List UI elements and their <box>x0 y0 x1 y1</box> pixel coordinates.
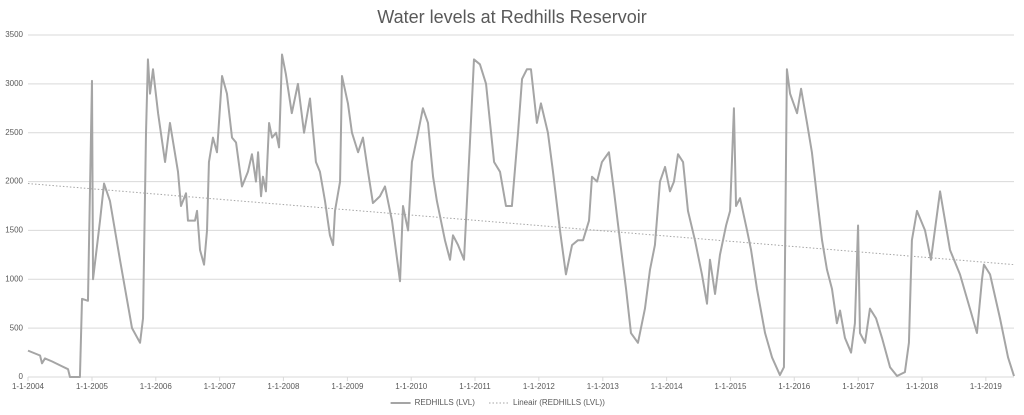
chart-title: Water levels at Redhills Reservoir <box>377 7 646 27</box>
legend-label: Lineair (REDHILLS (LVL)) <box>513 398 605 407</box>
x-tick-label: 1-1-2011 <box>459 382 491 391</box>
x-tick-label: 1-1-2006 <box>140 382 173 391</box>
x-tick-label: 1-1-2010 <box>395 382 428 391</box>
y-tick-label: 1000 <box>5 274 23 283</box>
y-tick-label: 2000 <box>5 177 23 186</box>
legend-label: REDHILLS (LVL) <box>415 398 476 407</box>
x-tick-label: 1-1-2007 <box>204 382 237 391</box>
x-tick-label: 1-1-2017 <box>842 382 875 391</box>
x-tick-label: 1-1-2014 <box>651 382 684 391</box>
x-tick-label: 1-1-2012 <box>523 382 556 391</box>
x-tick-label: 1-1-2008 <box>267 382 300 391</box>
y-tick-label: 1500 <box>5 226 23 235</box>
y-tick-label: 500 <box>10 323 24 332</box>
series-line <box>27 53 1015 378</box>
y-tick-label: 3500 <box>5 30 23 39</box>
x-tick-label: 1-1-2005 <box>76 382 109 391</box>
x-tick-label: 1-1-2013 <box>587 382 620 391</box>
y-tick-label: 3000 <box>5 79 23 88</box>
x-tick-label: 1-1-2016 <box>778 382 811 391</box>
x-tick-label: 1-1-2019 <box>970 382 1003 391</box>
y-tick-label: 0 <box>19 372 24 381</box>
x-tick-label: 1-1-2009 <box>331 382 364 391</box>
series-line <box>27 183 1015 266</box>
y-tick-label: 2500 <box>5 128 23 137</box>
x-tick-label: 1-1-2004 <box>12 382 45 391</box>
x-tick-label: 1-1-2018 <box>906 382 939 391</box>
x-tick-label: 1-1-2015 <box>714 382 747 391</box>
